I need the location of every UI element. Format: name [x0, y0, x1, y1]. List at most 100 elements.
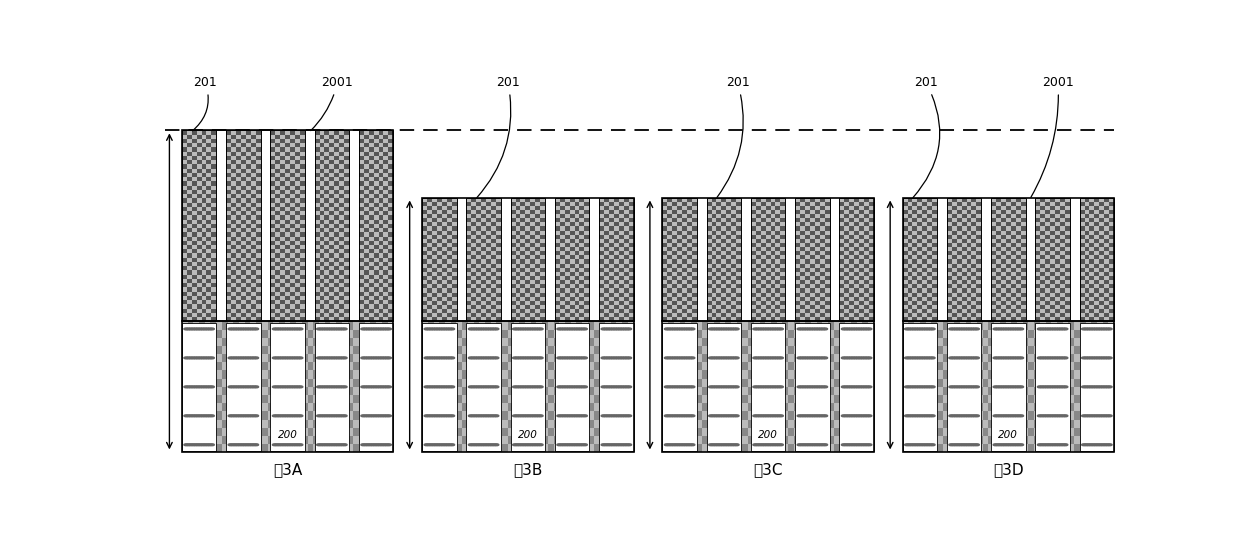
Bar [187, 313, 192, 317]
Bar [1091, 428, 1097, 436]
Bar [1050, 284, 1055, 288]
Bar [1050, 239, 1055, 243]
Circle shape [278, 357, 281, 359]
Bar [756, 243, 761, 247]
Bar [614, 284, 619, 288]
Bar [1006, 301, 1011, 305]
Circle shape [387, 328, 392, 330]
Bar [427, 239, 432, 243]
Bar [358, 241, 363, 245]
Bar [996, 251, 1001, 256]
Bar [737, 309, 742, 313]
Bar [1065, 243, 1070, 247]
Bar [559, 387, 565, 395]
Circle shape [379, 357, 384, 359]
Bar [432, 317, 436, 322]
Bar [353, 436, 360, 444]
Bar [928, 218, 932, 222]
Circle shape [368, 415, 372, 417]
Bar [335, 262, 340, 266]
Bar [1085, 227, 1090, 231]
Bar [982, 403, 988, 411]
Bar [205, 346, 211, 354]
Bar [427, 256, 432, 259]
Bar [207, 287, 211, 292]
Bar [476, 272, 481, 276]
Bar [340, 287, 345, 292]
Bar [864, 231, 869, 235]
Bar [682, 317, 687, 322]
Bar [1035, 198, 1040, 202]
Bar [624, 288, 629, 293]
Bar [373, 168, 378, 173]
Bar [662, 420, 668, 428]
Circle shape [326, 386, 330, 388]
Bar [279, 444, 285, 452]
Bar [466, 309, 471, 313]
Bar [817, 371, 822, 379]
Circle shape [387, 444, 392, 446]
Circle shape [279, 444, 284, 446]
Bar [531, 198, 536, 202]
Bar [541, 214, 546, 218]
Bar [800, 428, 805, 436]
Bar [737, 264, 742, 268]
Bar [347, 379, 353, 387]
Bar [434, 362, 439, 371]
Bar [466, 323, 501, 451]
Bar [285, 152, 290, 156]
Bar [275, 186, 280, 190]
Bar [511, 239, 516, 243]
Bar [844, 305, 849, 309]
Bar [202, 308, 207, 313]
Bar [760, 362, 765, 371]
Bar [1035, 293, 1040, 296]
Bar [954, 403, 960, 411]
Bar [496, 395, 502, 403]
Bar [737, 395, 743, 403]
Bar [511, 227, 516, 231]
Bar [737, 338, 743, 346]
Circle shape [339, 357, 342, 359]
Bar [320, 317, 325, 322]
Circle shape [432, 386, 435, 388]
Bar [1055, 222, 1060, 227]
Bar [441, 206, 446, 210]
Bar [761, 305, 765, 309]
Bar [502, 322, 508, 330]
Bar [1109, 227, 1114, 231]
Bar [330, 203, 335, 207]
Bar [1006, 218, 1011, 222]
Bar [1028, 330, 1034, 338]
Bar [828, 330, 833, 338]
Bar [682, 280, 687, 284]
Circle shape [858, 415, 862, 417]
Bar [1011, 243, 1016, 247]
Bar [677, 256, 682, 259]
Bar [868, 362, 874, 371]
Circle shape [243, 386, 247, 388]
Circle shape [681, 415, 686, 417]
Bar [275, 207, 280, 211]
Bar [691, 436, 697, 444]
Bar [947, 309, 952, 313]
Bar [815, 231, 820, 235]
Circle shape [368, 357, 372, 359]
Bar [319, 395, 325, 403]
Bar [775, 276, 780, 280]
Bar [205, 371, 211, 379]
Bar [616, 371, 622, 379]
Bar [496, 247, 501, 251]
Bar [531, 280, 536, 284]
Bar [920, 338, 925, 346]
Bar [737, 235, 742, 239]
Bar [373, 300, 378, 305]
Circle shape [911, 415, 916, 417]
Bar [226, 173, 231, 177]
Circle shape [279, 386, 284, 388]
Bar [770, 259, 775, 264]
Bar [1105, 231, 1109, 235]
Bar [226, 198, 231, 203]
Bar [584, 305, 589, 309]
Bar [789, 322, 794, 330]
